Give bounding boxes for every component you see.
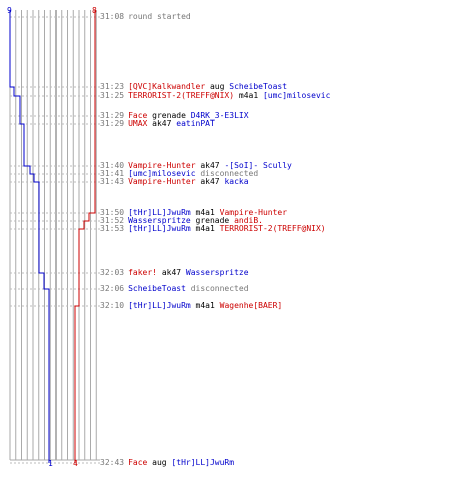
log-entry: 31:29 Face grenade D4RK_3-E3LIX: [100, 111, 249, 120]
log-text: TERRORIST-2(TREFF@NIX): [128, 91, 235, 100]
log-entry: 31:43 Vampire-Hunter ak47 kacka: [100, 177, 249, 186]
blue-team-series: [9, 10, 50, 463]
log-text: aug: [147, 458, 172, 467]
log-text: faker!: [128, 268, 157, 277]
log-text: grenade: [147, 111, 191, 120]
log-time: 31:08: [100, 12, 125, 21]
log-entry: 31:40 Vampire-Hunter ak47 -[SoI]- Scully: [100, 161, 292, 170]
log-text: ScheibeToast: [128, 284, 186, 293]
log-text: [umc]milosevic: [128, 169, 196, 178]
log-text: disconnected: [185, 284, 249, 293]
log-time: 32:43: [100, 458, 125, 467]
log-entry: 32:10 [tHr]LL]JwuRm m4a1 Wagenhe[BAER]: [100, 301, 282, 310]
log-entry: 31:23 [QVC]Kalkwandler aug ScheibeToast: [100, 82, 287, 91]
log-text: Wagenhe[BAER]: [219, 301, 283, 310]
log-text: ak47: [157, 268, 186, 277]
log-text: [tHr]LL]JwuRm: [128, 301, 191, 310]
blue-end-count: 1: [48, 459, 53, 468]
red-end-count: 4: [73, 459, 78, 468]
log-text: ak47: [147, 119, 177, 128]
log-text: m4a1: [190, 301, 220, 310]
log-text: [umc]milosevic: [262, 91, 331, 100]
log-time: 31:29: [100, 111, 125, 120]
log-text: Wasserspritze: [128, 216, 191, 225]
log-entry: 31:29 UMAX ak47 eatinPAT: [100, 119, 215, 128]
log-text: Wasserspritze: [185, 268, 249, 277]
log-time: 32:03: [100, 268, 125, 277]
log-entry: 31:41 [umc]milosevic disconnected: [100, 169, 258, 178]
log-text: UMAX: [128, 119, 148, 128]
log-time: 31:40: [100, 161, 125, 170]
log-time: 31:41: [100, 169, 125, 178]
log-entry: 32:06 ScheibeToast disconnected: [100, 284, 249, 293]
log-text: [tHr]LL]JwuRm: [128, 224, 191, 233]
log-text: round started: [128, 12, 191, 21]
log-time: 31:53: [100, 224, 125, 233]
log-text: kacka: [224, 177, 249, 186]
log-text: -[SoI]- Scully: [224, 161, 292, 170]
log-text: Face: [128, 111, 148, 120]
log-text: eatinPAT: [176, 119, 215, 128]
log-text: ak47: [195, 161, 225, 170]
log-text: [QVC]Kalkwandler: [128, 82, 206, 91]
blue-start-count: 9: [7, 6, 12, 15]
log-text: Vampire-Hunter: [128, 177, 196, 186]
log-text: Face: [128, 458, 148, 467]
log-entry: 31:52 Wasserspritze grenade andiB.: [100, 216, 263, 225]
red-start-count: 8: [92, 6, 97, 15]
log-text: [tHr]LL]JwuRm: [171, 458, 235, 467]
log-time: 31:29: [100, 119, 125, 128]
log-entry: 31:25 TERRORIST-2(TREFF@NIX) m4a1 [umc]mi…: [100, 91, 330, 100]
log-time: 31:43: [100, 177, 125, 186]
log-time: 31:25: [100, 91, 125, 100]
log-text: m4a1: [190, 208, 220, 217]
log-entry: 31:53 [tHr]LL]JwuRm m4a1 TERRORIST-2(TREF…: [100, 224, 326, 233]
log-text: ak47: [195, 177, 225, 186]
log-entry: 31:08 round started: [100, 12, 191, 21]
log-entry: 31:50 [tHr]LL]JwuRm m4a1 Vampire-Hunter: [100, 208, 287, 217]
log-time: 31:52: [100, 216, 125, 225]
log-text: [tHr]LL]JwuRm: [128, 208, 191, 217]
log-time: 32:06: [100, 284, 125, 293]
log-text: aug: [205, 82, 230, 91]
log-text: Vampire-Hunter: [128, 161, 196, 170]
log-text: grenade: [190, 216, 235, 225]
log-text: ScheibeToast: [229, 82, 288, 91]
log-text: D4RK_3-E3LIX: [190, 111, 249, 120]
log-text: andiB.: [234, 216, 263, 225]
log-text: m4a1: [234, 91, 263, 100]
log-text: Vampire-Hunter: [219, 208, 288, 217]
log-entry: 32:43 Face aug [tHr]LL]JwuRm: [100, 458, 234, 467]
log-time: 31:50: [100, 208, 125, 217]
log-text: TERRORIST-2(TREFF@NIX): [219, 224, 326, 233]
log-text: m4a1: [190, 224, 220, 233]
log-time: 31:23: [100, 82, 125, 91]
log-entry: 32:03 faker! ak47 Wasserspritze: [100, 268, 249, 277]
log-time: 32:10: [100, 301, 125, 310]
log-text: disconnected: [195, 169, 259, 178]
red-team-series: [74, 10, 96, 463]
